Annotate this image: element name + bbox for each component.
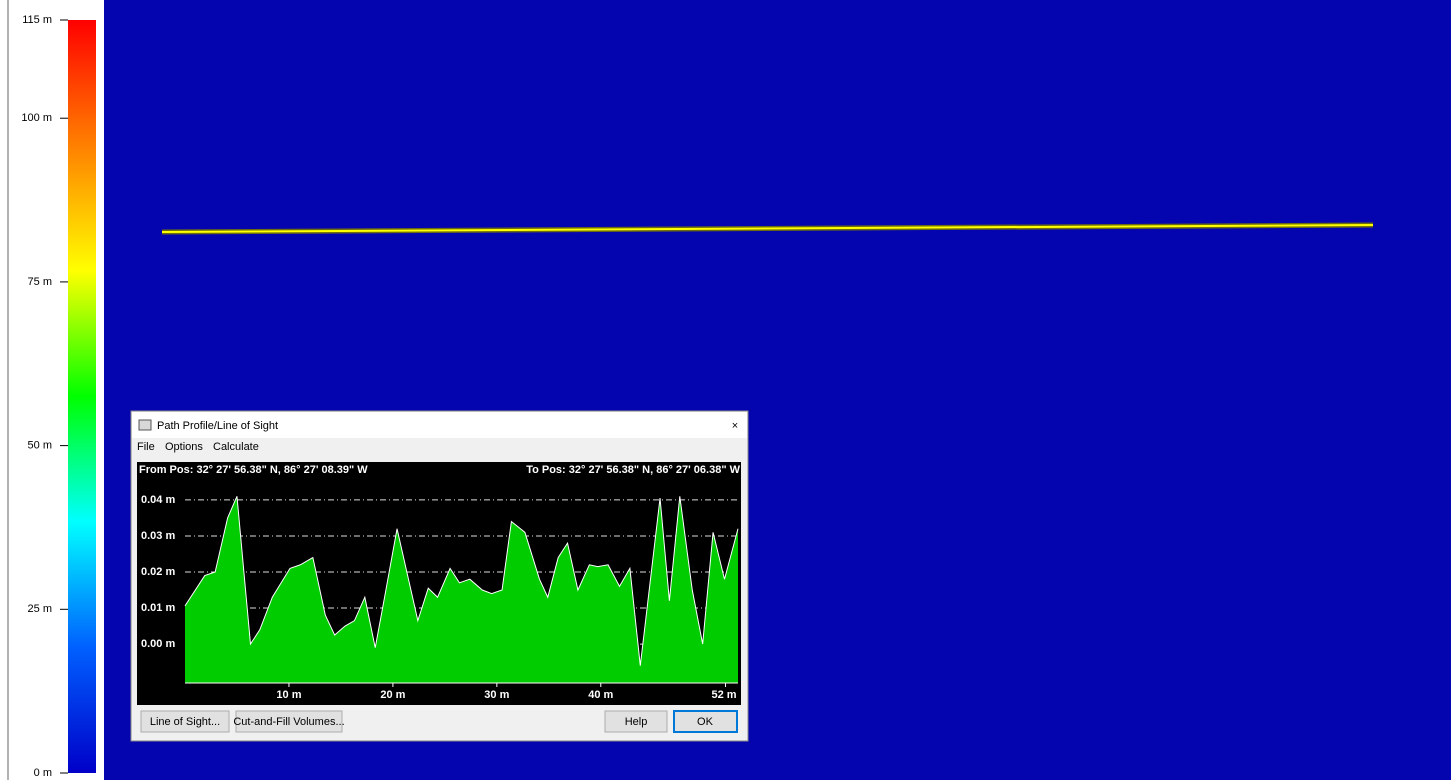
button[interactable] — [604, 710, 668, 733]
button[interactable] — [235, 710, 343, 733]
legend-tick-label: 0 m — [34, 767, 52, 779]
button-label[interactable]: Line of Sight... — [150, 716, 220, 728]
from-position: From Pos: 32° 27' 56.38" N, 86° 27' 08.3… — [139, 464, 368, 476]
x-tick-label: 20 m — [380, 689, 405, 701]
legend-tick-label: 115 m — [22, 14, 52, 26]
y-tick-label: 0.01 m — [141, 602, 175, 614]
x-tick-label: 30 m — [484, 689, 509, 701]
x-tick-label: 52 m — [711, 689, 736, 701]
dialog-icon — [138, 419, 152, 431]
dialog: Path Profile/Line of Sight × File Option… — [130, 410, 749, 742]
y-tick-label: 0.00 m — [141, 638, 175, 650]
profile-line — [184, 496, 739, 666]
x-tick-label: 40 m — [588, 689, 613, 701]
legend-tick-label: 25 m — [28, 603, 52, 615]
menu-item[interactable]: Options — [165, 441, 203, 453]
button-label[interactable]: OK — [697, 716, 714, 728]
area-fill — [185, 496, 738, 683]
menu-item[interactable]: Calculate — [213, 441, 259, 453]
legend-tick-label: 50 m — [28, 440, 52, 452]
button[interactable] — [673, 710, 738, 733]
dialog-titlebar — [132, 412, 747, 438]
menu-item[interactable]: File — [137, 441, 155, 453]
x-tick-label: 10 m — [276, 689, 301, 701]
legend-tick-label: 100 m — [21, 112, 52, 124]
y-tick-label: 0.03 m — [141, 530, 175, 542]
button-label[interactable]: Cut-and-Fill Volumes... — [233, 716, 344, 728]
legend-tick-label: 75 m — [28, 276, 52, 288]
dialog-title: Path Profile/Line of Sight — [157, 420, 278, 432]
button[interactable] — [140, 710, 230, 733]
y-tick-label: 0.04 m — [141, 494, 175, 506]
color-bar — [68, 20, 96, 773]
to-position: To Pos: 32° 27' 56.38" N, 86° 27' 06.38"… — [526, 464, 740, 476]
path-line[interactable] — [161, 224, 1374, 233]
button-label[interactable]: Help — [625, 716, 648, 728]
y-tick-label: 0.02 m — [141, 566, 175, 578]
close-button[interactable]: × — [732, 420, 738, 432]
